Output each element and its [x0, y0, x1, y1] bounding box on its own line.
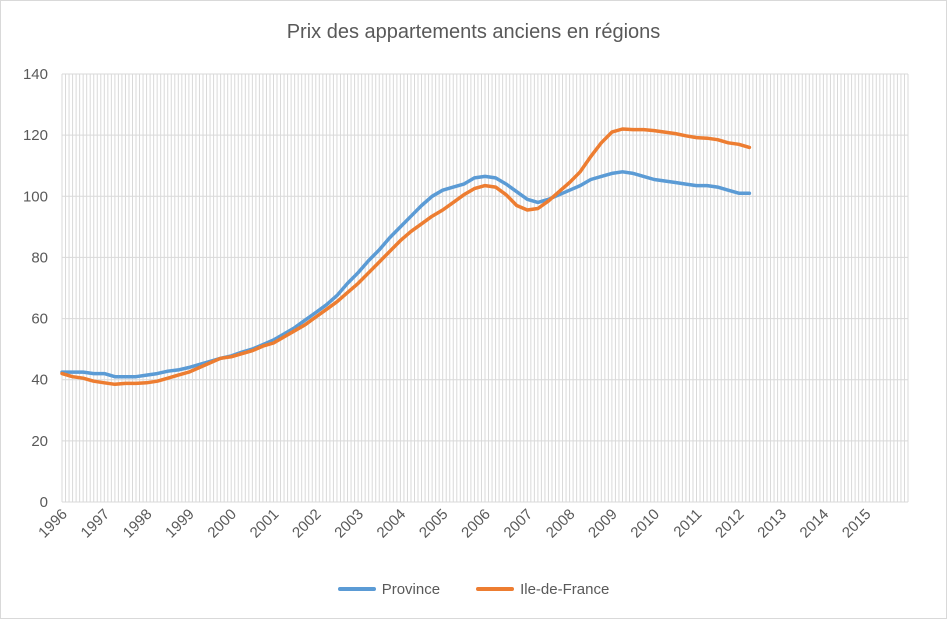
x-tick-label: 2001	[247, 506, 283, 542]
plot-lines	[60, 127, 752, 387]
x-tick-label: 2010	[627, 506, 663, 542]
x-tick-label: 2009	[585, 506, 621, 542]
x-tick-label: 2015	[839, 506, 875, 542]
x-tick: 2002	[289, 506, 325, 542]
x-tick-label: 1996	[35, 506, 71, 542]
x-tick: 2009	[585, 506, 621, 542]
chart-title: Prix des appartements anciens en régions	[286, 21, 661, 43]
x-tick-label: 2002	[289, 506, 325, 542]
x-tick-label: 2011	[670, 506, 705, 541]
x-tick: 2003	[331, 506, 367, 542]
x-tick: 2006	[458, 506, 494, 542]
x-tick-label: 2003	[331, 506, 367, 542]
series-line	[60, 170, 752, 379]
series-line	[60, 127, 752, 387]
legend-item: Ile-de-France	[476, 581, 609, 598]
x-tick: 2004	[374, 506, 410, 542]
x-tick: 2015	[839, 506, 875, 542]
x-tick: 2011	[670, 506, 705, 541]
x-tick-label: 1997	[78, 506, 114, 542]
x-tick: 2012	[712, 506, 748, 542]
x-tick-label: 1998	[120, 506, 156, 542]
x-tick: 2000	[204, 506, 240, 542]
x-tick-label: 2000	[204, 506, 240, 542]
x-tick: 1999	[162, 506, 198, 542]
x-tick: 2008	[543, 506, 579, 542]
x-tick-label: 2014	[797, 506, 833, 542]
x-tick: 1997	[78, 506, 114, 542]
x-tick-label: 2007	[501, 506, 537, 542]
x-tick-label: 2006	[458, 506, 494, 542]
x-axis: 1996 1997 1998 1999 2000 2001 2002 2003 2004 2005…	[35, 506, 874, 542]
legend-label: Ile-de-France	[520, 580, 610, 598]
x-tick-label: 2005	[416, 506, 452, 542]
y-tick-label: 0	[40, 494, 48, 511]
x-tick: 2010	[627, 506, 663, 542]
x-tick: 2013	[754, 506, 790, 542]
y-axis: 0 20 40 60 80 100 120 140	[23, 66, 48, 511]
x-tick: 2014	[797, 506, 833, 542]
legend-swatch	[476, 587, 515, 591]
legend: Province Ile-de-France	[1, 579, 946, 599]
x-tick: 1996	[35, 506, 71, 542]
x-tick: 1998	[120, 506, 156, 542]
legend-item: Province	[337, 580, 441, 598]
legend-swatch	[337, 587, 376, 591]
y-tick-label: 60	[31, 311, 48, 328]
legend-label: Province	[381, 580, 441, 598]
x-tick-label: 2012	[712, 506, 748, 542]
y-tick-label: 100	[23, 188, 48, 205]
x-tick: 2007	[501, 506, 537, 542]
x-tick-label: 2008	[543, 506, 579, 542]
y-tick-label: 120	[23, 127, 48, 144]
y-tick-label: 40	[31, 372, 48, 389]
x-tick-label: 1999	[162, 506, 198, 542]
grid	[61, 73, 909, 503]
x-tick: 2005	[416, 506, 452, 542]
y-tick-label: 140	[23, 66, 48, 83]
x-tick-label: 2004	[374, 506, 410, 542]
y-tick-label: 80	[31, 249, 48, 266]
x-tick-label: 2013	[754, 506, 790, 542]
y-tick-label: 20	[31, 433, 48, 450]
x-tick: 2001	[247, 506, 283, 542]
